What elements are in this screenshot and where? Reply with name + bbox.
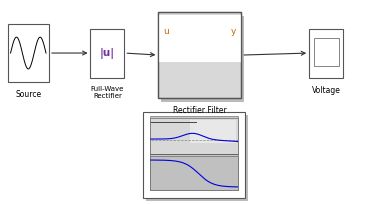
FancyBboxPatch shape xyxy=(190,120,236,143)
Text: Voltage: Voltage xyxy=(312,86,340,95)
Text: y: y xyxy=(231,27,236,35)
Text: |u|: |u| xyxy=(100,48,115,59)
Text: Full-Wave
Rectifier: Full-Wave Rectifier xyxy=(91,86,124,99)
FancyBboxPatch shape xyxy=(143,112,245,198)
Text: Source: Source xyxy=(15,90,41,99)
FancyBboxPatch shape xyxy=(90,29,124,78)
FancyBboxPatch shape xyxy=(161,16,244,102)
Text: Rectifier Filter: Rectifier Filter xyxy=(173,106,227,115)
Text: u: u xyxy=(164,27,169,35)
FancyBboxPatch shape xyxy=(150,118,238,154)
FancyBboxPatch shape xyxy=(309,29,343,78)
FancyBboxPatch shape xyxy=(159,15,241,62)
FancyBboxPatch shape xyxy=(150,156,238,190)
FancyBboxPatch shape xyxy=(150,116,238,190)
FancyBboxPatch shape xyxy=(158,12,241,98)
FancyBboxPatch shape xyxy=(8,24,49,82)
FancyBboxPatch shape xyxy=(146,115,248,201)
FancyBboxPatch shape xyxy=(314,38,339,66)
